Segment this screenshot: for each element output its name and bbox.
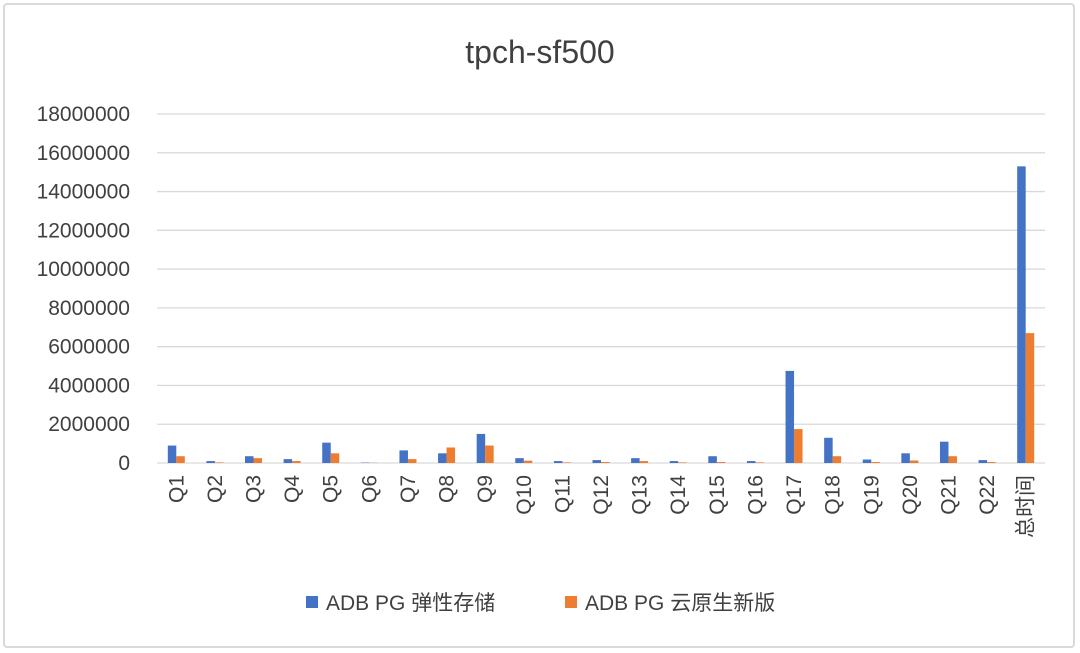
x-tick-label: Q6 [358,475,381,503]
x-tick-label: 总时间 [1015,475,1038,538]
bar-elastic-Q2 [206,461,215,463]
y-tick-labels: 0 2000000 4000000 6000000 8000000 10000000 120… [37,103,130,475]
chart-frame [3,3,1075,648]
x-tick-label: Q19 [860,475,883,515]
y-tick-label: 14000000 [37,181,130,204]
x-tick-label: Q13 [629,475,652,515]
x-tick-label: Q22 [976,475,999,515]
bar-elastic-Q13 [631,458,640,463]
bar-cloud-native-Q17 [794,429,803,463]
x-tick-label: Q20 [899,475,922,515]
bar-cloud-native-Q5 [330,453,340,463]
legend-swatch [565,596,577,608]
bar-elastic-Q10 [515,458,524,463]
bar-elastic-Q4 [283,459,293,463]
bar-elastic-Q16 [746,461,756,463]
y-tick-label: 6000000 [48,336,130,359]
chart-title: tpch-sf500 [465,34,614,70]
bar-cloud-native-Q21 [948,456,957,463]
x-tick-label: Q16 [744,475,767,515]
bar-cloud-native-Q7 [407,459,417,463]
bar-elastic-Q11 [553,461,563,463]
legend-item: ADB PG 弹性存储 [306,592,495,615]
x-tick-label: Q3 [243,475,266,503]
legend-label: ADB PG 云原生新版 [585,592,775,615]
x-tick-label: Q11 [551,475,574,513]
bar-elastic-Q12 [592,460,601,463]
bar-cloud-native-Q8 [446,447,456,463]
y-tick-label: 2000000 [48,413,130,436]
bar-cloud-native-Q16 [755,462,764,463]
bar-cloud-native-Q12 [601,462,610,463]
legend-label: ADB PG 弹性存储 [326,592,495,615]
bar-cloud-native-Q3 [253,458,263,463]
bar-elastic-Q5 [322,442,331,463]
bar-elastic-Q1 [167,445,177,463]
bar-cloud-native-Q10 [523,460,533,463]
legend-item: ADB PG 云原生新版 [565,592,775,615]
y-tick-label: 8000000 [48,297,130,320]
bar-cloud-native-Q2 [214,462,224,463]
x-tick-label: Q10 [513,475,536,515]
x-tick-label: Q1 [165,475,188,503]
x-tick-label: Q9 [474,475,497,503]
bar-cloud-native-总时间 [1025,333,1035,463]
bar-cloud-native-Q11 [562,462,571,463]
bar-elastic-Q3 [245,456,254,463]
y-tick-label: 0 [118,452,130,475]
y-tick-label: 10000000 [37,258,130,281]
x-tick-label: Q8 [436,475,459,503]
x-tick-labels: Q1 Q2 Q3 Q4 Q5 Q6 Q7 Q8 Q9 Q10 Q11 Q12 Q13 Q14 Q15 Q16 Q… [165,475,1037,538]
bars [167,166,1035,463]
bar-elastic-Q18 [824,437,833,463]
x-tick-label: Q18 [822,475,845,515]
y-tick-label: 16000000 [37,142,130,165]
bar-elastic-总时间 [1017,166,1026,463]
grid-lines [157,113,1045,464]
x-tick-label: Q5 [320,475,343,503]
x-tick-label: Q12 [590,475,613,515]
y-tick-label: 12000000 [37,219,130,242]
x-tick-label: Q14 [667,475,690,515]
legend: ADB PG 弹性存储 ADB PG 云原生新版 [306,592,775,615]
y-tick-label: 4000000 [48,374,130,397]
x-tick-label: Q7 [397,475,420,503]
x-tick-label: Q4 [281,475,304,503]
bar-cloud-native-Q4 [292,461,301,463]
bar-elastic-Q22 [978,460,988,463]
bar-cloud-native-Q19 [871,462,880,463]
bar-elastic-Q17 [785,370,795,463]
bar-cloud-native-Q20 [909,460,919,463]
bar-cloud-native-Q9 [485,445,494,463]
legend-swatch [306,596,318,608]
bar-cloud-native-Q22 [987,462,996,463]
bar-elastic-Q14 [669,461,679,463]
bar-elastic-Q8 [438,453,447,463]
y-tick-label: 18000000 [37,103,130,126]
bar-elastic-Q19 [862,459,872,463]
x-tick-label: Q15 [706,475,729,515]
bar-elastic-Q21 [939,441,949,463]
bar-elastic-Q7 [399,450,408,463]
bar-elastic-Q9 [476,433,486,463]
x-tick-label: Q21 [937,475,960,515]
bar-elastic-Q15 [708,456,717,463]
bar-cloud-native-Q15 [716,462,726,463]
bar-cloud-native-Q14 [678,462,687,463]
bar-cloud-native-Q13 [639,461,649,463]
x-tick-label: Q17 [783,475,806,515]
x-tick-label: Q2 [204,475,227,503]
bar-elastic-Q20 [901,453,910,463]
bar-cloud-native-Q18 [832,456,842,463]
bar-cloud-native-Q1 [176,456,185,463]
